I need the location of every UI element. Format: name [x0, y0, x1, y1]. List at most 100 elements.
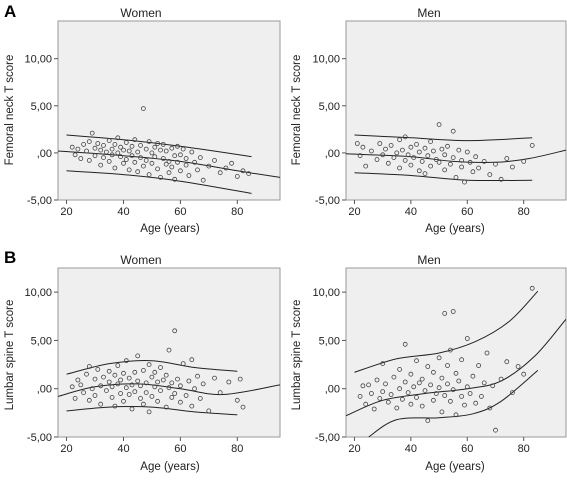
data-point: [132, 389, 138, 395]
data-point: [439, 375, 445, 381]
data-point: [163, 372, 169, 378]
data-point: [112, 372, 118, 378]
data-point: [180, 361, 186, 367]
data-point: [146, 139, 152, 145]
data-point: [138, 395, 143, 401]
data-point: [498, 176, 504, 182]
data-point: [121, 398, 126, 404]
data-point: [155, 379, 161, 385]
panel-letter-b: B: [4, 248, 16, 267]
data-point: [428, 163, 434, 169]
y-tick-label: ,00: [325, 384, 340, 396]
data-point: [459, 357, 465, 363]
data-point: [481, 158, 487, 164]
data-point: [89, 386, 95, 392]
data-point: [138, 155, 143, 161]
data-point: [377, 141, 383, 146]
data-point: [476, 165, 482, 171]
data-point: [399, 147, 405, 153]
data-point: [397, 386, 403, 392]
x-tick-label: 40: [405, 443, 417, 455]
y-tick-label: 5,00: [31, 335, 52, 347]
data-point: [183, 162, 189, 168]
chart-b-men: Men Lumbar spine T score Age (years) -5,…: [291, 253, 567, 473]
data-point: [510, 390, 515, 396]
data-point: [158, 388, 163, 394]
chart-a-women: Women Femoral neck T score Age (years) -…: [4, 6, 281, 235]
data-point: [192, 386, 198, 392]
y-tick-label: 10,00: [312, 287, 340, 299]
data-point: [86, 157, 92, 163]
data-point: [473, 400, 479, 406]
data-point: [436, 159, 442, 165]
data-point: [149, 393, 155, 399]
data-point: [84, 371, 89, 377]
y-tick-label: ,00: [37, 384, 52, 396]
data-point: [414, 394, 419, 400]
data-point: [490, 383, 496, 389]
data-point: [86, 397, 92, 403]
x-tick-label: 40: [405, 206, 417, 218]
data-point: [123, 157, 129, 162]
plot-marks: [58, 328, 280, 416]
y-tick-label: -5,00: [27, 432, 52, 444]
data-point: [394, 150, 400, 156]
x-axis-label: Age (years): [140, 223, 200, 235]
data-point: [129, 153, 135, 159]
data-point: [478, 393, 484, 399]
data-point: [422, 145, 428, 151]
data-point: [146, 172, 152, 178]
data-point: [416, 168, 422, 174]
data-point: [109, 152, 115, 158]
data-point: [140, 367, 146, 373]
data-point: [200, 177, 206, 183]
curve-upper: [66, 360, 238, 375]
data-point: [385, 399, 391, 405]
data-point: [135, 149, 141, 155]
data-point: [212, 375, 217, 381]
data-point: [521, 158, 527, 164]
data-point: [106, 368, 112, 374]
data-point: [160, 156, 166, 161]
data-point: [143, 146, 149, 152]
data-point: [129, 143, 135, 149]
y-axis-label: Lumbar spine T score: [4, 300, 16, 411]
data-point: [223, 165, 229, 171]
plot-marks: [58, 106, 280, 194]
data-point: [84, 148, 89, 154]
data-point: [394, 405, 400, 411]
x-tick-label: 60: [174, 206, 186, 218]
data-point: [226, 379, 232, 385]
data-point: [360, 144, 366, 150]
y-tick-label: 10,00: [24, 54, 52, 66]
data-point: [439, 409, 445, 415]
x-axis-label: Age (years): [140, 461, 200, 473]
data-point: [101, 142, 106, 148]
data-point: [92, 153, 98, 159]
data-point: [397, 165, 403, 171]
data-point: [101, 374, 106, 380]
data-point: [391, 374, 397, 380]
data-point: [149, 160, 155, 166]
data-point: [115, 135, 121, 141]
data-point: [132, 159, 138, 165]
data-point: [149, 374, 155, 380]
data-point: [126, 167, 132, 173]
data-point: [177, 383, 183, 389]
data-point: [408, 162, 414, 168]
data-point: [385, 160, 391, 166]
data-point: [75, 146, 81, 152]
data-point: [169, 145, 175, 151]
data-point: [377, 395, 383, 401]
data-point: [433, 391, 439, 396]
data-point: [459, 164, 465, 170]
y-axis-label: Femoral neck T score: [291, 55, 303, 166]
data-point: [402, 157, 408, 163]
data-point: [388, 392, 394, 397]
x-tick-label: 20: [348, 206, 360, 218]
data-point: [414, 358, 419, 364]
x-tick-label: 80: [231, 206, 243, 218]
data-point: [160, 141, 166, 147]
data-point: [135, 378, 141, 384]
data-point: [115, 150, 121, 156]
